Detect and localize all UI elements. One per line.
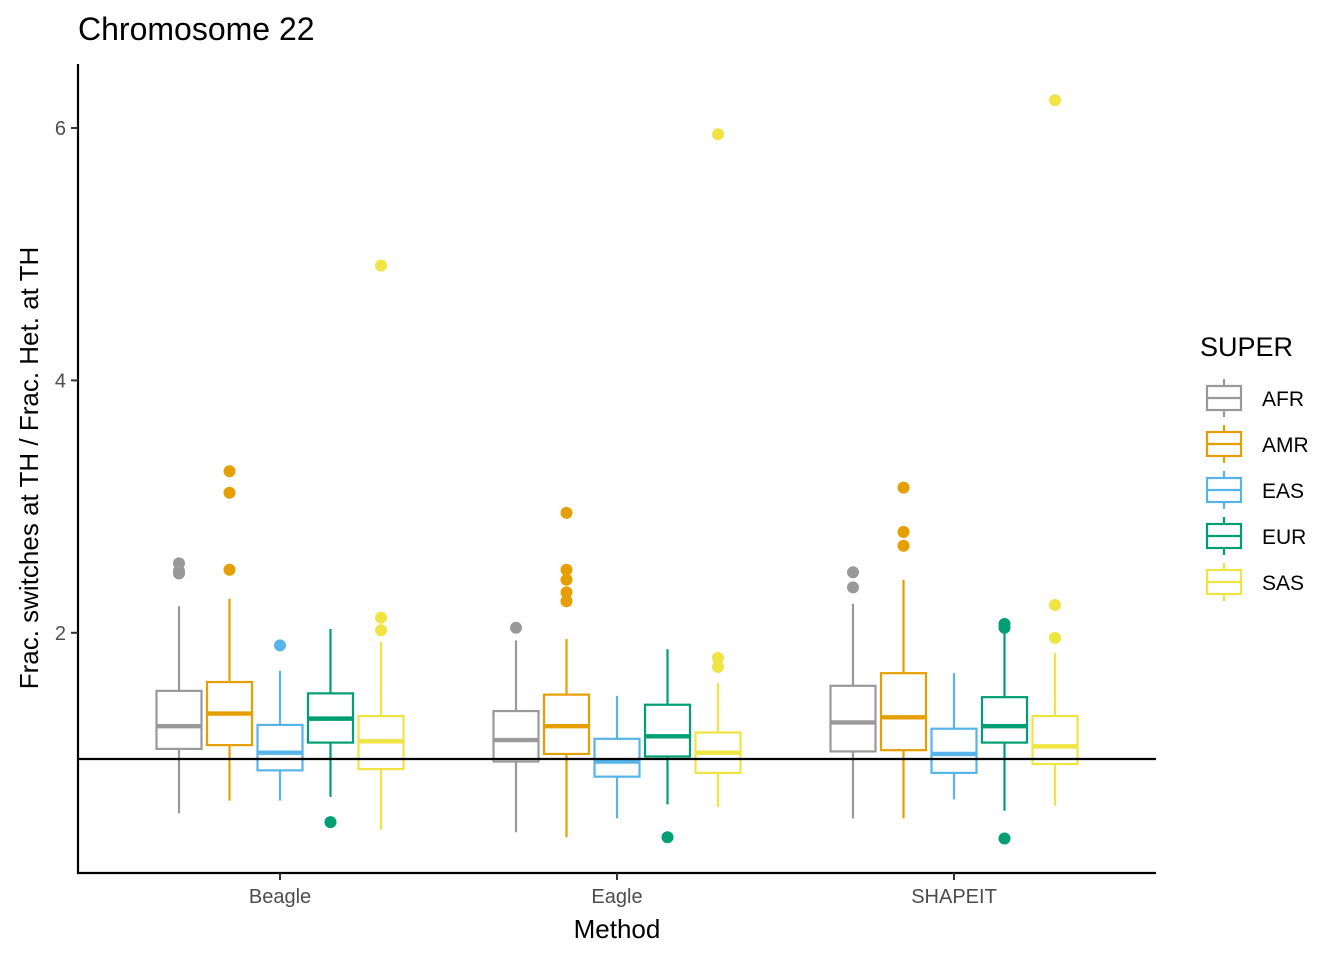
y-tick-label: 6 (55, 118, 66, 140)
chart-title: Chromosome 22 (78, 11, 315, 47)
box-shapeit-afr (829, 566, 877, 819)
outlier-point (560, 573, 573, 586)
box-eagle-amr (542, 506, 591, 838)
x-tick-label: Beagle (249, 886, 311, 908)
legend-item-amr: AMR (1205, 425, 1309, 463)
y-tick-label: 4 (55, 370, 66, 392)
outlier-point (998, 617, 1011, 630)
legend-item-sas: SAS (1205, 563, 1304, 601)
box-beagle-eas (256, 639, 304, 801)
legend-title: SUPER (1200, 332, 1293, 362)
outlier-point (223, 563, 236, 576)
outlier-point (847, 581, 859, 594)
outlier-point (712, 660, 724, 673)
legend-label: EAS (1262, 480, 1304, 503)
y-tick-label: 2 (55, 623, 66, 645)
box-beagle-eur (306, 629, 355, 829)
x-tick-label: SHAPEIT (911, 886, 997, 908)
box-iqr (492, 709, 540, 763)
legend-item-eas: EAS (1205, 471, 1304, 509)
box-eagle-sas (694, 128, 742, 807)
box-iqr (829, 684, 877, 753)
outlier-point (560, 586, 573, 599)
box-shapeit-eur (980, 617, 1029, 845)
box-iqr (1031, 714, 1079, 766)
outlier-point (223, 486, 236, 499)
box-shapeit-sas (1031, 94, 1079, 806)
box-eagle-afr (492, 621, 540, 833)
outlier-point (510, 621, 522, 634)
outlier-point (897, 525, 910, 538)
outlier-point (560, 563, 573, 576)
outlier-point (1049, 94, 1061, 107)
outlier-point (375, 611, 387, 624)
box-iqr (980, 696, 1029, 744)
legend-item-eur: EUR (1205, 517, 1306, 555)
legend-label: EUR (1262, 526, 1306, 549)
box-beagle-amr (205, 465, 254, 801)
box-iqr (256, 723, 304, 772)
box-eagle-eur (643, 649, 692, 844)
legend-label: SAS (1262, 572, 1304, 595)
outlier-point (712, 128, 724, 141)
outlier-point (560, 595, 573, 608)
box-shapeit-amr (879, 481, 928, 819)
x-axis-title: Method (574, 914, 661, 944)
box-iqr (879, 672, 928, 752)
legend-label: AFR (1262, 388, 1304, 411)
outlier-point (712, 652, 724, 665)
x-tick-label: Eagle (591, 886, 642, 908)
outlier-point (1049, 631, 1061, 644)
outlier-point (661, 831, 674, 844)
box-beagle-sas (357, 259, 405, 830)
outlier-point (223, 465, 236, 478)
legend-item-afr: AFR (1205, 379, 1304, 417)
boxes-layer (155, 94, 1079, 845)
outlier-point (375, 259, 387, 272)
outlier-point (847, 566, 859, 579)
outlier-point (274, 639, 286, 652)
box-eagle-eas (593, 695, 641, 819)
box-beagle-afr (155, 557, 203, 814)
box-iqr (930, 727, 978, 774)
box-iqr (593, 737, 641, 778)
box-iqr (643, 703, 692, 758)
outlier-point (324, 816, 337, 829)
legend: SUPER AFR AMR EAS EUR SAS (1200, 332, 1309, 601)
outlier-point (173, 557, 185, 570)
outlier-point (1049, 599, 1061, 612)
box-iqr (155, 689, 203, 751)
outlier-point (897, 539, 910, 552)
ticks-layer: 2 4 6 Beagle Eagle SHAPEIT (55, 118, 997, 908)
outlier-point (375, 624, 387, 637)
y-axis-title: Frac. switches at TH / Frac. Het. at TH (14, 247, 44, 690)
outlier-point (560, 506, 573, 519)
box-shapeit-eas (930, 673, 978, 800)
outlier-point (998, 832, 1011, 845)
legend-label: AMR (1262, 434, 1309, 457)
outlier-point (897, 481, 910, 494)
